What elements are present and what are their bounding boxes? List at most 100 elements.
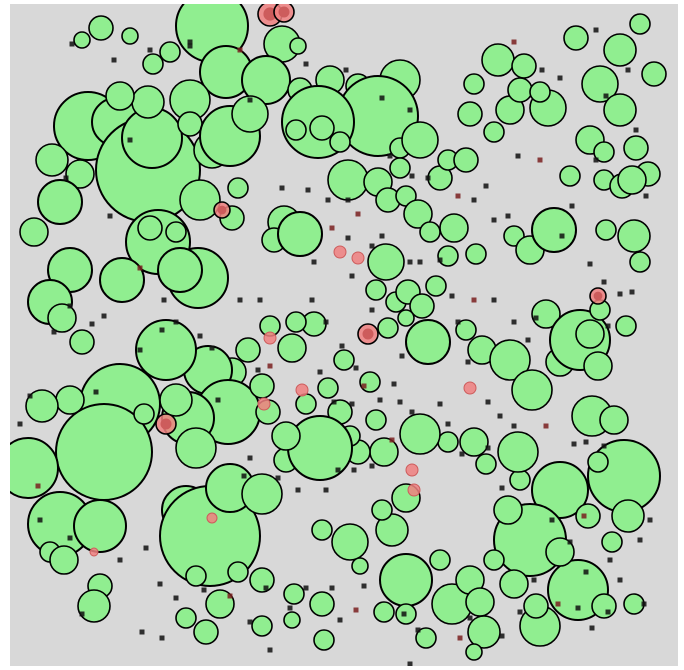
food-speck: [369, 243, 375, 249]
food-speck: [549, 517, 555, 523]
player-cell: [467, 615, 501, 649]
food-speck: [559, 233, 565, 239]
food-speck: [417, 259, 423, 265]
food-speck: [173, 319, 179, 325]
enemy-cell-core: [362, 328, 374, 340]
food-speck: [455, 319, 461, 325]
food-speck: [67, 303, 73, 309]
player-cell: [629, 251, 651, 273]
player-cell: [575, 319, 605, 349]
player-cell: [493, 495, 523, 525]
food-speck: [325, 197, 331, 203]
food-speck: [241, 473, 247, 479]
food-speck: [349, 401, 355, 407]
food-speck: [339, 343, 345, 349]
food-speck: [331, 399, 337, 405]
food-speck: [415, 627, 421, 633]
player-cell: [497, 431, 539, 473]
food-speck: [491, 297, 497, 303]
player-cell: [165, 221, 187, 243]
player-cell: [359, 371, 381, 393]
food-speck: [69, 41, 75, 47]
player-cell: [529, 81, 551, 103]
player-cell: [389, 157, 411, 179]
food-speck: [557, 75, 563, 81]
food-speck: [543, 423, 549, 429]
player-cell: [277, 211, 323, 257]
player-cell: [283, 583, 305, 605]
player-cell: [235, 337, 261, 363]
food-speck: [317, 369, 323, 375]
player-cell: [37, 179, 83, 225]
food-speck: [247, 97, 253, 103]
food-speck: [267, 647, 273, 653]
food-speck: [89, 321, 95, 327]
player-cell: [481, 43, 515, 77]
food-speck: [593, 27, 599, 33]
food-speck: [329, 585, 335, 591]
player-cell: [331, 523, 369, 561]
player-cell: [511, 53, 537, 79]
food-speck: [173, 595, 179, 601]
food-speck: [533, 315, 539, 321]
food-speck: [305, 187, 311, 193]
food-speck: [471, 297, 477, 303]
player-cell: [499, 569, 529, 599]
enemy-cell: [257, 397, 271, 411]
food-speck: [391, 381, 397, 387]
food-speck: [263, 585, 269, 591]
enemy-cell: [295, 383, 309, 397]
player-cell: [105, 81, 135, 111]
player-cell: [241, 55, 291, 105]
player-cell: [73, 499, 127, 553]
player-cell: [327, 159, 369, 201]
food-speck: [161, 297, 167, 303]
food-speck: [389, 437, 395, 443]
player-cell: [365, 409, 387, 431]
player-cell: [531, 299, 561, 329]
player-cell: [249, 373, 275, 399]
food-speck: [111, 57, 117, 63]
player-cell: [399, 413, 441, 455]
player-cell: [121, 27, 139, 45]
player-cell: [401, 121, 439, 159]
player-cell: [397, 309, 415, 327]
food-speck: [17, 421, 23, 427]
food-speck: [255, 367, 261, 373]
food-speck: [583, 439, 589, 445]
food-speck: [197, 333, 203, 339]
player-cell: [157, 247, 203, 293]
food-speck: [303, 585, 309, 591]
food-speck: [107, 213, 113, 219]
food-speck: [353, 365, 359, 371]
player-cell: [601, 531, 623, 553]
player-cell: [25, 389, 59, 423]
player-cell: [463, 73, 485, 95]
food-speck: [407, 661, 413, 666]
player-cell: [65, 159, 95, 189]
food-speck: [369, 307, 375, 313]
food-speck: [361, 383, 367, 389]
game-arena[interactable]: [10, 4, 678, 666]
food-speck: [497, 413, 503, 419]
player-cell: [137, 215, 163, 241]
player-cell: [507, 77, 533, 103]
food-speck: [485, 399, 491, 405]
food-speck: [569, 203, 575, 209]
player-cell: [453, 147, 479, 173]
food-speck: [617, 577, 623, 583]
player-cell: [329, 131, 351, 153]
player-cell: [465, 643, 483, 661]
food-speck: [605, 323, 611, 329]
player-cell: [313, 629, 335, 651]
player-cell: [429, 549, 451, 571]
player-cell: [367, 243, 405, 281]
food-speck: [641, 601, 647, 607]
player-cell: [531, 207, 577, 253]
food-speck: [539, 67, 545, 73]
food-speck: [303, 61, 309, 67]
player-cell: [251, 615, 273, 637]
food-speck: [117, 557, 123, 563]
player-cell: [333, 349, 355, 371]
food-speck: [345, 235, 351, 241]
